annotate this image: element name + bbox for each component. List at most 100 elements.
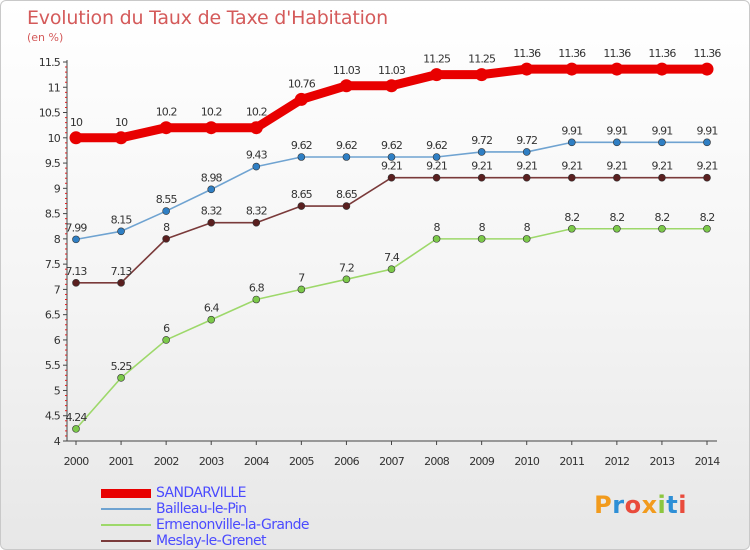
data-label: 8.65 — [291, 188, 313, 201]
logo-letter: P — [594, 491, 613, 519]
y-tick-label: 7.5 — [45, 258, 61, 271]
data-point — [342, 202, 351, 210]
data-label: 11.36 — [648, 47, 676, 60]
data-point — [658, 138, 666, 147]
data-point — [117, 279, 125, 287]
data-point — [703, 173, 711, 182]
data-label: 9.21 — [516, 160, 537, 173]
y-tick-label: 5 — [54, 384, 61, 397]
data-point — [658, 173, 666, 182]
data-point — [477, 148, 486, 156]
data-point — [72, 279, 80, 287]
data-point — [703, 224, 711, 233]
data-label: 8 — [434, 221, 441, 234]
data-point — [249, 121, 263, 135]
data-label: 9.62 — [426, 139, 447, 152]
data-label: 8.55 — [156, 193, 178, 206]
legend-swatch — [101, 524, 151, 526]
data-point — [703, 138, 711, 147]
legend-label: SANDARVILLE — [156, 485, 246, 501]
data-label: 9.62 — [291, 139, 312, 152]
data-label: 9.91 — [651, 124, 672, 137]
data-point — [432, 153, 441, 161]
x-tick-label: 2011 — [559, 455, 584, 468]
x-tick-label: 2010 — [514, 455, 540, 468]
y-tick-label: 9 — [54, 182, 61, 195]
logo-letter: o — [624, 491, 642, 519]
legend-label: Bailleau-le-Pin — [156, 501, 247, 517]
data-point — [297, 285, 306, 294]
line-chart: 4 4.5 5 5.5 6 6.5 7 7.5 8 8.5 9 9.5 10 10.5 11 11.5 2000… — [39, 47, 723, 468]
data-point — [613, 224, 621, 233]
data-label: 8.32 — [246, 205, 267, 218]
data-label: 11.03 — [378, 64, 406, 77]
x-tick-label: 2001 — [109, 455, 134, 468]
x-tick-label: 2006 — [334, 455, 360, 468]
data-point — [432, 235, 441, 243]
data-label: 7 — [298, 271, 305, 284]
data-point — [613, 173, 621, 182]
data-label: 9.91 — [697, 124, 718, 137]
data-point — [610, 62, 624, 76]
y-tick-label: 8 — [54, 233, 61, 246]
logo-letter: x — [641, 491, 658, 519]
data-label: 8 — [524, 221, 531, 234]
x-tick-label: 2000 — [64, 455, 90, 468]
legend-swatch — [101, 540, 151, 542]
x-tick-label: 2007 — [379, 455, 405, 468]
chart-legend: SANDARVILLE Bailleau-le-Pin Ermenonville-l… — [101, 485, 401, 549]
data-label: 11.25 — [423, 53, 451, 66]
data-label: 9.62 — [381, 139, 402, 152]
data-point — [613, 138, 621, 147]
data-point — [565, 62, 579, 76]
data-point — [655, 62, 669, 76]
legend-label: Meslay-le-Grenet — [156, 533, 267, 549]
data-label: 9.21 — [697, 160, 718, 173]
data-label: 8 — [163, 221, 170, 234]
data-label: 7.13 — [66, 265, 88, 278]
data-point — [204, 121, 218, 135]
data-label: 10 — [115, 116, 128, 129]
data-label: 10.2 — [246, 106, 267, 119]
y-tick-label: 9.5 — [45, 157, 61, 170]
data-point — [567, 224, 576, 233]
data-point — [522, 148, 531, 156]
y-tick-label: 4.5 — [45, 410, 61, 423]
y-tick-label: 5.5 — [45, 359, 61, 372]
data-label: 11.36 — [694, 47, 722, 60]
data-point — [522, 235, 531, 243]
x-tick-label: 2013 — [650, 455, 676, 468]
chart-title: Evolution du Taux de Taxe d'Habitation — [27, 7, 388, 29]
data-point — [477, 173, 486, 182]
data-label: 11.36 — [513, 47, 541, 60]
data-label: 11.36 — [603, 47, 631, 60]
x-tick-label: 2004 — [244, 455, 270, 468]
data-label: 9.21 — [426, 160, 447, 173]
data-point — [432, 173, 441, 182]
data-point — [252, 218, 261, 227]
data-label: 9.21 — [381, 160, 402, 173]
data-point — [567, 173, 576, 182]
data-point — [658, 224, 666, 233]
legend-item: Meslay-le-Grenet — [101, 533, 401, 549]
y-tick-label: 11.5 — [39, 56, 61, 69]
logo-letter: t — [666, 491, 679, 519]
data-label: 8.32 — [201, 205, 222, 218]
data-point — [342, 275, 351, 284]
data-point — [339, 79, 353, 93]
data-label: 9.91 — [606, 124, 627, 137]
data-point — [387, 173, 396, 182]
data-point — [387, 265, 396, 273]
y-tick-label: 11 — [48, 81, 60, 94]
logo-letter: r — [612, 491, 625, 519]
data-label: 6.8 — [249, 282, 265, 295]
data-label: 11.25 — [468, 53, 496, 66]
data-label: 10.76 — [288, 77, 316, 90]
legend-item: Bailleau-le-Pin — [101, 501, 401, 517]
legend-item: SANDARVILLE — [101, 485, 401, 501]
x-tick-label: 2002 — [154, 455, 179, 468]
data-label: 8.2 — [609, 211, 624, 224]
data-point — [567, 138, 576, 147]
data-point — [117, 227, 125, 236]
data-label: 8.98 — [201, 171, 223, 184]
